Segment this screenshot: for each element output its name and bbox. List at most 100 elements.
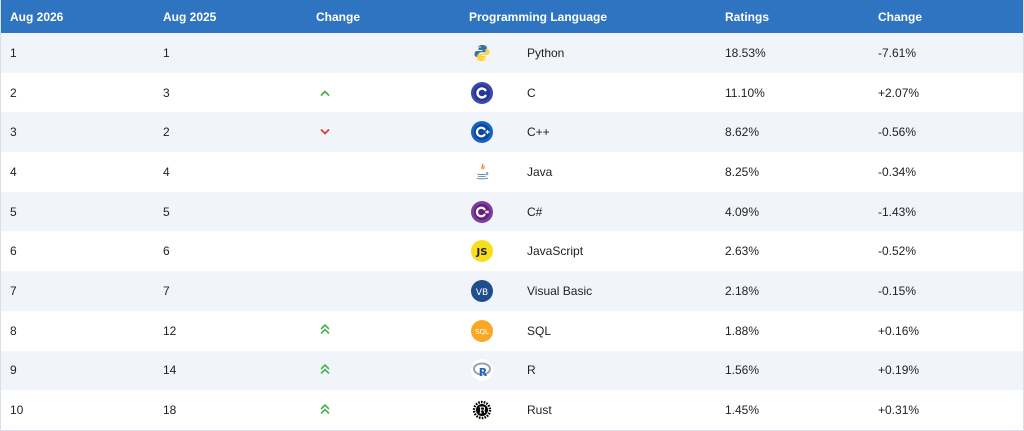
previous-rank: 4 [163,164,170,179]
language-name[interactable]: Java [527,164,553,179]
double-arrow-up-icon [320,403,330,418]
rank-change [307,125,460,139]
rating-value: 4.09% [725,204,760,219]
rating-change: +0.31% [878,403,920,418]
visual-basic-icon: VB [471,279,493,302]
header-language[interactable]: Programming Language [469,9,608,24]
rating-value: 18.53% [725,45,766,60]
rating-change: -7.61% [878,45,917,60]
current-rank: 8 [10,323,17,338]
svg-text:R: R [479,366,488,379]
previous-rank: 6 [163,244,170,259]
rust-icon [471,399,493,422]
java-icon [471,160,493,183]
svg-text:VB: VB [476,288,488,298]
header-change[interactable]: Change [316,9,361,24]
rating-change: -0.34% [878,164,917,179]
previous-rank: 7 [163,283,170,298]
current-rank: 9 [10,363,17,378]
rating-value: 1.88% [725,323,760,338]
rating-change: +0.19% [878,363,920,378]
rating-value: 2.18% [725,283,760,298]
current-rank: 5 [10,204,17,219]
rating-value: 2.63% [725,244,760,259]
language-cell: VB Visual Basic [460,279,716,302]
table-row: 10 18 Rust 1.45% +0.31% [1,390,1023,430]
rating-value: 11.10% [725,85,765,100]
javascript-icon: JS [471,240,493,263]
rating-change: -0.56% [878,125,917,140]
csharp-icon [471,200,493,223]
rating-value: 8.62% [725,125,760,140]
previous-rank: 14 [163,363,177,378]
table-row: 8 12 SQL SQL 1.88% +0.16% [1,310,1023,351]
table-row: 2 3 C 11.10% +2.07% [1,72,1023,113]
rating-change: -0.52% [878,244,917,259]
previous-rank: 5 [163,204,170,219]
rating-change: +2.07% [878,85,920,100]
rating-value: 1.45% [725,403,760,418]
language-cell: C# [460,200,716,223]
current-rank: 7 [10,283,17,298]
header-previous-rank[interactable]: Aug 2025 [163,9,217,24]
table-row: 6 6 JS JavaScript 2.63% -0.52% [1,231,1023,272]
language-name[interactable]: Python [527,45,565,60]
language-name[interactable]: C++ [527,125,550,140]
language-name[interactable]: SQL [527,323,552,338]
table-row: 9 14 R R 1.56% +0.19% [1,350,1023,391]
current-rank: 1 [10,45,17,60]
previous-rank: 1 [163,45,170,60]
arrow-down-icon [320,125,330,139]
language-name[interactable]: C# [527,204,543,219]
language-name[interactable]: C [527,85,536,100]
rank-change [307,86,460,100]
language-name[interactable]: R [527,363,536,378]
header-ratings-change[interactable]: Change [878,9,923,24]
table-header: Aug 2026 Aug 2025 Change Programming Lan… [1,0,1023,33]
language-cell: C++ [460,121,716,144]
current-rank: 10 [10,403,24,418]
previous-rank: 3 [163,85,170,100]
double-arrow-up-icon [320,363,330,378]
language-cell: C [460,81,716,104]
language-name[interactable]: Rust [527,403,552,418]
cpp-icon [471,121,493,144]
table-body: 1 1 Python 18.53% -7.61% 2 3 C 11.10% +2.07% 3 2 C++… [1,33,1023,430]
rating-change: -1.43% [878,204,917,219]
arrow-up-icon [320,86,330,100]
language-cell: Java [460,160,716,183]
rating-value: 8.25% [725,164,760,179]
current-rank: 6 [10,244,17,259]
double-arrow-up-icon [320,323,330,338]
rank-change [307,403,460,418]
table-row: 1 1 Python 18.53% -7.61% [1,33,1023,73]
svg-text:JS: JS [476,247,488,258]
language-name[interactable]: JavaScript [527,244,584,259]
rating-change: -0.15% [878,283,917,298]
header-ratings[interactable]: Ratings [725,9,770,24]
previous-rank: 12 [163,323,177,338]
language-cell: SQL SQL [460,319,716,342]
table-row: 5 5 C# 4.09% -1.43% [1,191,1023,232]
svg-text:SQL: SQL [475,328,489,336]
rank-change [307,363,460,378]
language-cell: Rust [460,399,716,422]
language-cell: JS JavaScript [460,240,716,263]
current-rank: 4 [10,164,17,179]
table-row: 7 7 VB Visual Basic 2.18% -0.15% [1,271,1023,311]
rank-change [307,323,460,338]
table-row: 3 2 C++ 8.62% -0.56% [1,112,1023,153]
current-rank: 3 [10,125,17,140]
previous-rank: 18 [163,403,177,418]
language-name[interactable]: Visual Basic [527,283,593,298]
c-icon [471,81,493,104]
sql-icon: SQL [471,319,493,342]
rating-change: +0.16% [878,323,920,338]
table-row: 4 4 Java 8.25% -0.34% [1,152,1023,192]
r-icon: R [471,359,493,382]
current-rank: 2 [10,85,17,100]
language-cell: Python [460,41,716,64]
header-current-rank[interactable]: Aug 2026 [10,9,64,24]
